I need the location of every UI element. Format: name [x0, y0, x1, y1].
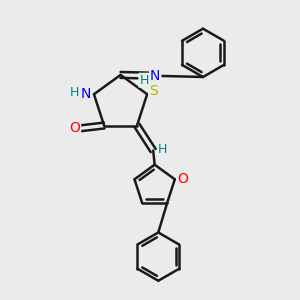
Text: H: H: [139, 74, 149, 87]
Text: O: O: [69, 122, 80, 136]
Text: N: N: [150, 69, 160, 83]
Text: S: S: [149, 84, 158, 98]
Text: H: H: [158, 142, 167, 156]
Text: O: O: [178, 172, 188, 186]
Text: H: H: [70, 86, 80, 99]
Text: N: N: [80, 87, 91, 101]
